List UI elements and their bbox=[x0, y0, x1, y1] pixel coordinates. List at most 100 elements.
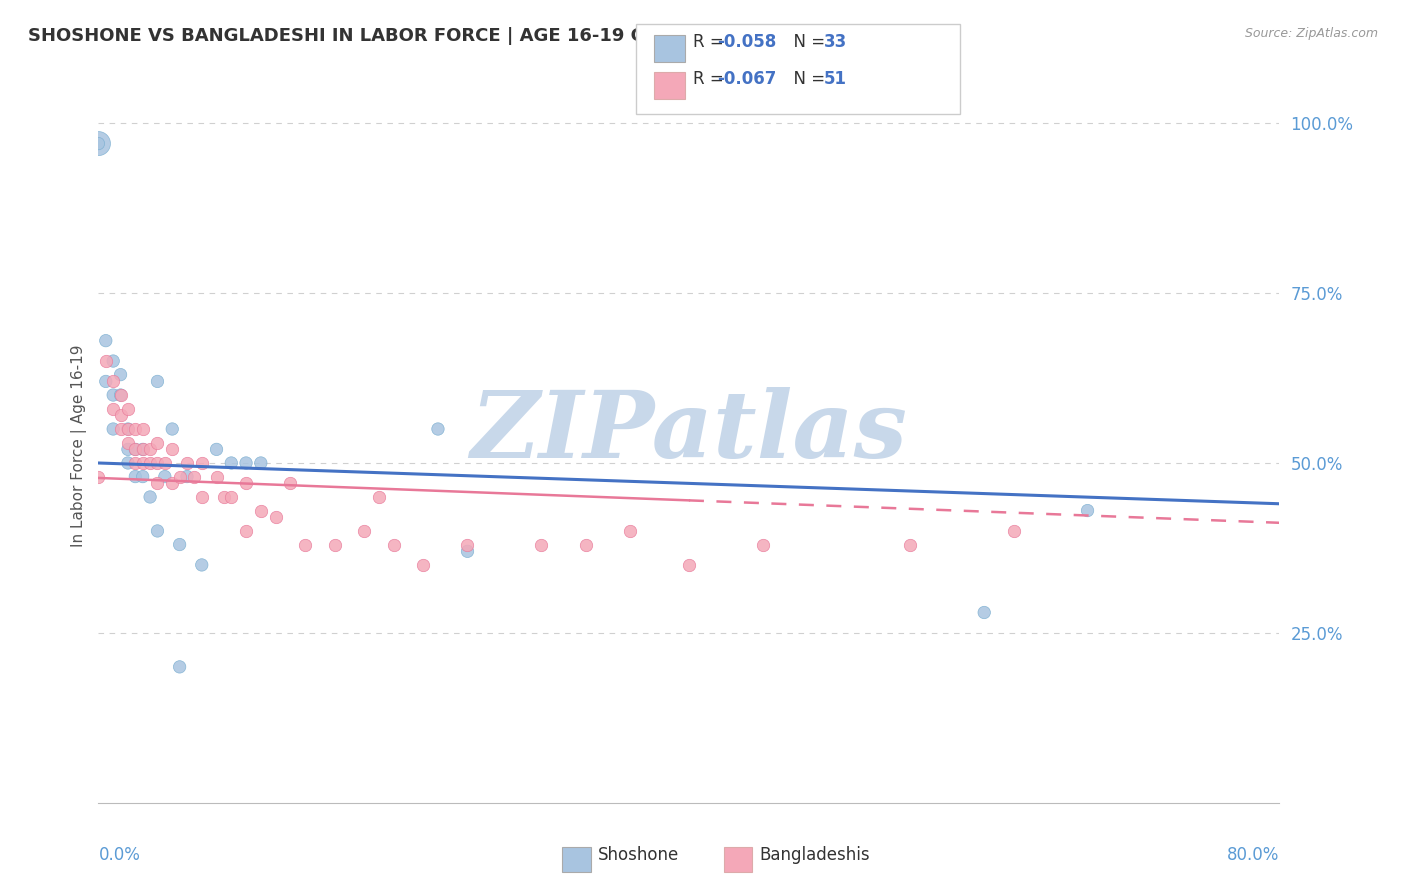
Point bbox=[124, 442, 146, 457]
Point bbox=[94, 354, 117, 368]
Point bbox=[87, 469, 110, 483]
Point bbox=[176, 469, 198, 483]
Point bbox=[103, 354, 125, 368]
Point bbox=[94, 375, 117, 389]
Point bbox=[124, 456, 146, 470]
Text: 33: 33 bbox=[824, 33, 848, 51]
Point bbox=[456, 544, 478, 558]
Point bbox=[427, 422, 450, 436]
Point bbox=[146, 456, 169, 470]
Text: -0.067: -0.067 bbox=[717, 70, 776, 88]
Point bbox=[117, 422, 139, 436]
Point bbox=[250, 503, 273, 517]
Point bbox=[110, 368, 132, 382]
Text: -0.058: -0.058 bbox=[717, 33, 776, 51]
Point bbox=[132, 456, 155, 470]
Point bbox=[678, 558, 700, 572]
Point bbox=[110, 388, 132, 402]
Point bbox=[139, 490, 162, 504]
Point bbox=[103, 401, 125, 416]
Text: R =: R = bbox=[693, 33, 730, 51]
Point bbox=[219, 490, 242, 504]
Text: N =: N = bbox=[783, 70, 831, 88]
Point bbox=[368, 490, 391, 504]
Point bbox=[169, 660, 191, 674]
Point bbox=[169, 537, 191, 551]
Point bbox=[110, 388, 132, 402]
Point bbox=[103, 388, 125, 402]
Point bbox=[110, 409, 132, 423]
Point bbox=[323, 537, 346, 551]
Point bbox=[235, 476, 257, 491]
Point bbox=[191, 490, 214, 504]
Text: R =: R = bbox=[693, 70, 730, 88]
Point bbox=[162, 422, 183, 436]
Point bbox=[153, 469, 176, 483]
Point bbox=[191, 456, 214, 470]
Point bbox=[146, 375, 169, 389]
Point bbox=[146, 524, 169, 538]
Point bbox=[117, 435, 139, 450]
Point bbox=[751, 537, 773, 551]
Point bbox=[205, 469, 228, 483]
Point bbox=[1002, 524, 1025, 538]
Text: Bangladeshis: Bangladeshis bbox=[759, 846, 870, 863]
Point bbox=[294, 537, 316, 551]
Point bbox=[110, 422, 132, 436]
Point bbox=[264, 510, 287, 524]
Point bbox=[94, 334, 117, 348]
Point bbox=[132, 469, 155, 483]
Text: 51: 51 bbox=[824, 70, 846, 88]
Point bbox=[353, 524, 375, 538]
Point bbox=[117, 422, 139, 436]
Point bbox=[250, 456, 273, 470]
Text: Shoshone: Shoshone bbox=[598, 846, 679, 863]
Point bbox=[412, 558, 434, 572]
Point bbox=[132, 442, 155, 457]
Point bbox=[117, 442, 139, 457]
Point bbox=[456, 537, 478, 551]
Point bbox=[87, 136, 110, 151]
Point bbox=[124, 442, 146, 457]
Point bbox=[87, 136, 110, 151]
Point bbox=[146, 476, 169, 491]
Point bbox=[619, 524, 641, 538]
Point bbox=[153, 456, 176, 470]
Point bbox=[900, 537, 922, 551]
Point bbox=[139, 442, 162, 457]
Text: N =: N = bbox=[783, 33, 831, 51]
Point bbox=[191, 558, 214, 572]
Point bbox=[162, 476, 183, 491]
Point bbox=[103, 375, 125, 389]
Point bbox=[235, 456, 257, 470]
Point bbox=[212, 490, 235, 504]
Text: 0.0%: 0.0% bbox=[98, 846, 141, 863]
Point bbox=[1077, 503, 1099, 517]
Point bbox=[183, 469, 205, 483]
Text: SHOSHONE VS BANGLADESHI IN LABOR FORCE | AGE 16-19 CORRELATION CHART: SHOSHONE VS BANGLADESHI IN LABOR FORCE |… bbox=[28, 27, 846, 45]
Point bbox=[162, 442, 183, 457]
Point bbox=[382, 537, 405, 551]
Point bbox=[124, 469, 146, 483]
Point bbox=[132, 442, 155, 457]
Text: 80.0%: 80.0% bbox=[1227, 846, 1279, 863]
Point bbox=[169, 469, 191, 483]
Point bbox=[278, 476, 302, 491]
Point bbox=[124, 422, 146, 436]
Point bbox=[132, 422, 155, 436]
Point bbox=[574, 537, 596, 551]
Text: ZIPatlas: ZIPatlas bbox=[471, 387, 907, 476]
Point bbox=[139, 456, 162, 470]
Point bbox=[219, 456, 242, 470]
Point bbox=[117, 401, 139, 416]
Point bbox=[117, 456, 139, 470]
Y-axis label: In Labor Force | Age 16-19: In Labor Force | Age 16-19 bbox=[72, 344, 87, 548]
Point bbox=[146, 435, 169, 450]
Point bbox=[103, 422, 125, 436]
Point bbox=[205, 442, 228, 457]
Point bbox=[235, 524, 257, 538]
Point bbox=[176, 456, 198, 470]
Text: Source: ZipAtlas.com: Source: ZipAtlas.com bbox=[1244, 27, 1378, 40]
Point bbox=[530, 537, 553, 551]
Point bbox=[973, 606, 995, 620]
